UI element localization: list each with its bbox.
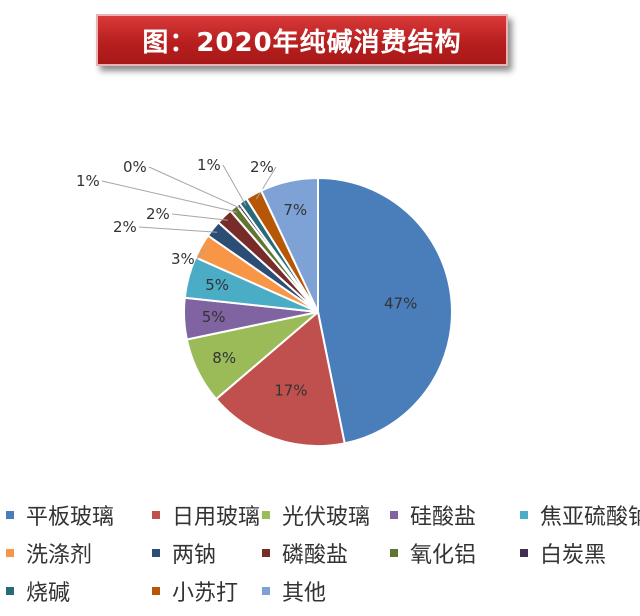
leader-line-8 bbox=[101, 180, 238, 213]
data-label-1: 17% bbox=[274, 382, 307, 400]
legend-item-1: 日用玻璃 bbox=[152, 500, 260, 530]
data-label-7: 2% bbox=[146, 205, 170, 223]
legend-label-11: 小苏打 bbox=[172, 581, 239, 606]
data-label-0: 47% bbox=[384, 295, 417, 313]
leader-line-7 bbox=[171, 213, 228, 221]
data-label-3: 5% bbox=[202, 308, 226, 326]
legend-swatch-8 bbox=[390, 549, 398, 557]
legend-label-9: 白炭黑 bbox=[540, 543, 607, 568]
legend-item-7: 磷酸盐 bbox=[262, 538, 348, 568]
legend-swatch-5 bbox=[6, 549, 14, 557]
legend-item-3: 硅酸盐 bbox=[390, 500, 476, 530]
legend-label-7: 磷酸盐 bbox=[282, 543, 349, 568]
data-label-12: 7% bbox=[283, 201, 307, 219]
legend-swatch-1 bbox=[152, 511, 160, 519]
legend-swatch-11 bbox=[152, 587, 160, 595]
chart-title: 图：2020年纯碱消费结构 bbox=[96, 14, 508, 66]
legend-swatch-6 bbox=[152, 549, 160, 557]
data-label-9: 0% bbox=[123, 158, 147, 176]
legend-item-5: 洗涤剂 bbox=[6, 538, 92, 568]
legend-item-9: 白炭黑 bbox=[520, 538, 606, 568]
leader-line-5 bbox=[196, 248, 207, 260]
data-label-8: 1% bbox=[76, 172, 100, 190]
leader-line-11 bbox=[255, 166, 277, 200]
legend-label-10: 烧碱 bbox=[26, 581, 71, 606]
legend-item-11: 小苏打 bbox=[152, 576, 238, 606]
legend-item-6: 两钠 bbox=[152, 538, 216, 568]
data-label-10: 1% bbox=[197, 156, 221, 174]
legend-label-0: 平板玻璃 bbox=[26, 505, 115, 530]
data-label-6: 2% bbox=[113, 218, 137, 236]
leader-line-10 bbox=[222, 164, 247, 206]
legend-item-4: 焦亚硫酸钠 bbox=[520, 500, 640, 530]
legend-item-2: 光伏玻璃 bbox=[262, 500, 370, 530]
legend-label-1: 日用玻璃 bbox=[172, 505, 261, 530]
legend-label-3: 硅酸盐 bbox=[410, 505, 477, 530]
legend-label-6: 两钠 bbox=[172, 543, 217, 568]
legend-label-5: 洗涤剂 bbox=[26, 543, 93, 568]
legend-item-8: 氧化铝 bbox=[390, 538, 476, 568]
leader-line-6 bbox=[138, 226, 218, 233]
legend-item-12: 其他 bbox=[262, 576, 326, 606]
pie-chart: 47% 17% 8% 5% 5% 3% 2% 2% 1% 0% 1% 2% 7% bbox=[76, 156, 453, 447]
data-label-5: 3% bbox=[171, 250, 195, 268]
pie-slice-1 bbox=[214, 310, 346, 447]
data-label-11: 2% bbox=[250, 158, 274, 176]
leader-line-9 bbox=[148, 166, 242, 210]
legend-label-2: 光伏玻璃 bbox=[282, 505, 371, 530]
legend-label-4: 焦亚硫酸钠 bbox=[540, 505, 640, 530]
legend-swatch-0 bbox=[6, 511, 14, 519]
pie-slice-12 bbox=[259, 176, 319, 313]
legend-label-12: 其他 bbox=[282, 581, 327, 606]
data-label-4: 5% bbox=[205, 276, 229, 294]
pie-slice-0 bbox=[317, 176, 453, 445]
legend-swatch-4 bbox=[520, 511, 528, 519]
legend-swatch-3 bbox=[390, 511, 398, 519]
chart-legend: 平板玻璃 日用玻璃 光伏玻璃 硅酸盐 焦亚硫酸钠洗涤剂 两钠 磷酸盐 氧化铝 白炭黑烧碱 小苏打 其… bbox=[6, 500, 640, 616]
legend-item-0: 平板玻璃 bbox=[6, 500, 114, 530]
legend-swatch-9 bbox=[520, 549, 528, 557]
data-label-2: 8% bbox=[212, 349, 236, 367]
legend-swatch-12 bbox=[262, 587, 270, 595]
legend-label-8: 氧化铝 bbox=[410, 543, 477, 568]
legend-swatch-10 bbox=[6, 587, 14, 595]
legend-swatch-2 bbox=[262, 511, 270, 519]
legend-item-10: 烧碱 bbox=[6, 576, 70, 606]
legend-swatch-7 bbox=[262, 549, 270, 557]
